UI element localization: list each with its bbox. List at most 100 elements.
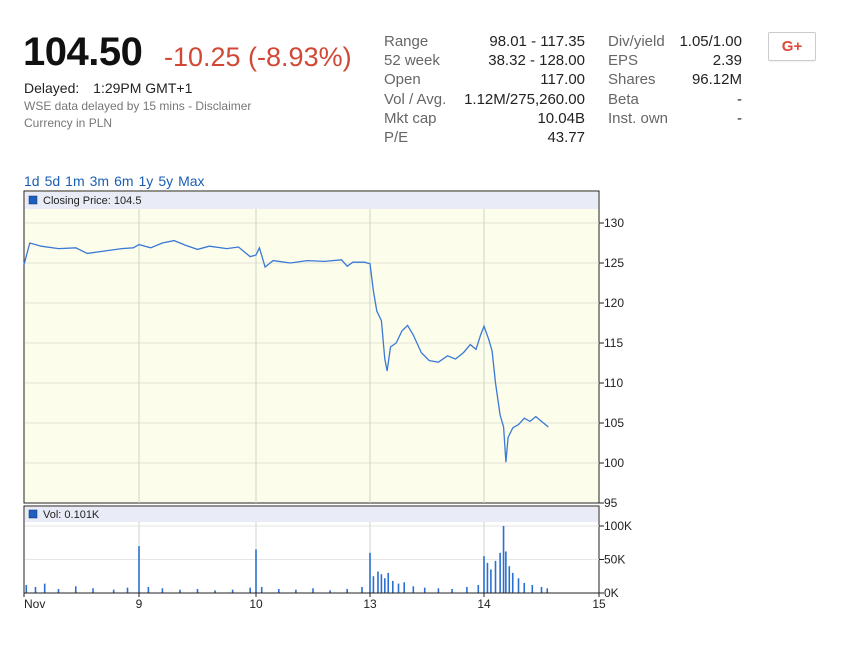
stat-value: 38.32 - 128.00 (488, 52, 585, 70)
volume-bar (403, 582, 405, 593)
volume-bar (477, 584, 480, 593)
x-axis-tick-label: 9 (136, 597, 143, 611)
volume-bar (57, 588, 60, 593)
volume-legend-swatch (28, 509, 38, 519)
stat-row: Div/yield 1.05/1.00 (608, 32, 742, 51)
range-3m[interactable]: 3m (89, 173, 110, 189)
volume-bar (255, 549, 257, 593)
stat-row: Beta - (608, 90, 742, 109)
last-price: 104.50 (23, 30, 143, 74)
x-axis-tick-label: 14 (477, 597, 491, 611)
volume-bar (231, 589, 234, 593)
volume-bar (329, 590, 331, 593)
volume-bar (517, 578, 520, 593)
volume-bar (126, 587, 129, 593)
range-5d[interactable]: 5d (44, 173, 61, 189)
stat-label: Shares (608, 71, 656, 89)
volume-bar (112, 589, 115, 593)
volume-y-tick-label: 50K (604, 553, 625, 567)
volume-bar (511, 572, 514, 593)
price-y-tick-label: 100 (604, 456, 624, 470)
volume-bar (249, 587, 251, 593)
volume-bar (92, 588, 94, 593)
price-legend-strip (25, 192, 598, 209)
volume-bar (437, 588, 440, 593)
volume-bar (384, 578, 386, 593)
stat-value: 1.12M/275,260.00 (464, 90, 585, 108)
range-1d[interactable]: 1d (24, 173, 40, 189)
stat-value: 43.77 (547, 129, 585, 147)
stat-row: Inst. own - (608, 109, 742, 128)
volume-bar (34, 586, 37, 593)
volume-bar (505, 551, 507, 593)
range-6m[interactable]: 6m (114, 173, 134, 189)
range-5y[interactable]: 5y (158, 173, 174, 189)
volume-bar (499, 552, 501, 593)
price-plot-area (23, 190, 600, 504)
volume-bar (346, 588, 348, 593)
volume-bar (377, 571, 379, 593)
google-plus-icon: G+ (781, 38, 803, 55)
stat-label: Range (384, 33, 429, 51)
volume-bar (412, 586, 415, 593)
volume-bar (486, 562, 489, 593)
stat-label: 52 week (384, 52, 440, 70)
stat-row: Shares 96.12M (608, 70, 742, 89)
volume-bar (531, 584, 534, 593)
volume-bar (466, 586, 468, 593)
stat-value: - (737, 109, 742, 127)
stat-row: 52 week 38.32 - 128.00 (384, 51, 585, 70)
volume-bar (502, 526, 505, 593)
range-max[interactable]: Max (178, 173, 205, 189)
volume-bar (494, 560, 497, 593)
volume-bar (451, 588, 453, 593)
google-plus-share-button[interactable]: G+ (768, 32, 816, 61)
stats-left: Range 98.01 - 117.35 52 week 38.32 - 128.0… (384, 32, 585, 147)
price-y-tick-label: 130 (604, 216, 624, 230)
stat-row: Mkt cap 10.04B (384, 109, 585, 128)
volume-bar (523, 582, 526, 593)
currency-note: Currency in PLN (24, 116, 113, 130)
price-y-tick-label: 105 (604, 416, 624, 430)
price-y-tick-label: 115 (604, 336, 623, 350)
volume-bar (138, 546, 140, 593)
price-change: -10.25 (-8.93%) (164, 42, 352, 72)
volume-bar (43, 583, 46, 593)
volume-bar (312, 588, 314, 593)
x-axis-tick-label: Nov (24, 597, 45, 611)
stat-value: - (737, 90, 742, 108)
range-1m[interactable]: 1m (65, 173, 85, 189)
volume-legend-label: Vol: 0.101K (43, 509, 100, 521)
range-1y[interactable]: 1y (138, 173, 154, 189)
volume-bar (483, 556, 485, 593)
stat-label: Vol / Avg. (384, 90, 447, 108)
volume-y-tick-label: 100K (604, 519, 632, 533)
price-line (23, 239, 549, 463)
volume-bar (369, 552, 371, 593)
stat-row: Vol / Avg. 1.12M/275,260.00 (384, 90, 585, 109)
price-y-tick-label: 110 (604, 376, 623, 390)
price-y-tick-label: 95 (604, 496, 618, 510)
volume-bar (546, 588, 549, 593)
volume-bar (74, 586, 77, 593)
range-selector: 1d 5d 1m 3m 6m 1y 5y Max (24, 173, 205, 189)
volume-bar (278, 588, 280, 593)
volume-bar (490, 569, 492, 593)
price-y-tick-label: 120 (604, 296, 624, 310)
stat-value: 10.04B (537, 109, 585, 127)
stat-row: Range 98.01 - 117.35 (384, 32, 585, 51)
volume-bar (392, 580, 394, 593)
stat-label: Open (384, 71, 421, 89)
price-y-tick-label: 125 (604, 256, 624, 270)
volume-bar (540, 586, 543, 593)
stat-value: 2.39 (712, 52, 742, 70)
data-disclaimer[interactable]: WSE data delayed by 15 mins - Disclaimer (24, 99, 252, 113)
stat-row: Open 117.00 (384, 70, 585, 89)
stat-label: Beta (608, 90, 639, 108)
volume-legend-strip (25, 507, 598, 522)
volume-bar (179, 589, 181, 593)
delayed-time: 1:29PM GMT+1 (93, 80, 193, 96)
volume-bar (508, 566, 511, 593)
x-axis-tick-label: 10 (249, 597, 263, 611)
